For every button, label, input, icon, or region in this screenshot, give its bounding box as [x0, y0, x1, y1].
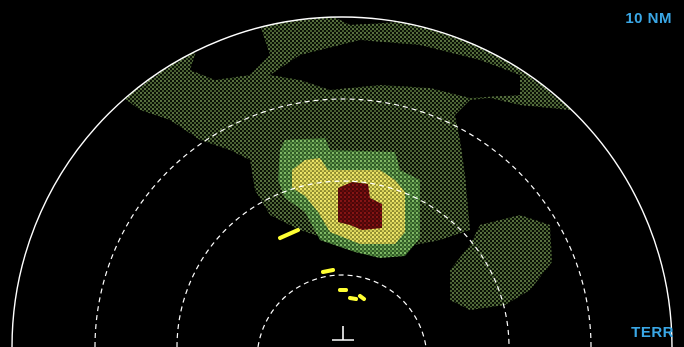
terrain-void-2 — [190, 17, 270, 80]
range-ring-outer — [11, 16, 673, 347]
terrain-layer — [120, 17, 580, 310]
range-label: 10 NM — [625, 10, 672, 27]
range-ring-middle — [94, 98, 592, 347]
obstacle-mark — [278, 228, 300, 240]
range-rings — [11, 16, 673, 347]
mode-label: TERR — [631, 324, 674, 341]
obstacle-mark — [321, 268, 335, 274]
terrain-east-region — [450, 215, 552, 310]
range-ring-innermost — [257, 274, 427, 347]
obstacle-mark — [348, 296, 358, 301]
terrain-warning-region — [338, 182, 382, 230]
obstacle-returns — [278, 228, 366, 301]
terrain-void — [270, 40, 520, 98]
aircraft-symbol-icon — [332, 326, 354, 341]
obstacle-mark — [358, 294, 366, 301]
range-ring-inner — [176, 180, 510, 347]
